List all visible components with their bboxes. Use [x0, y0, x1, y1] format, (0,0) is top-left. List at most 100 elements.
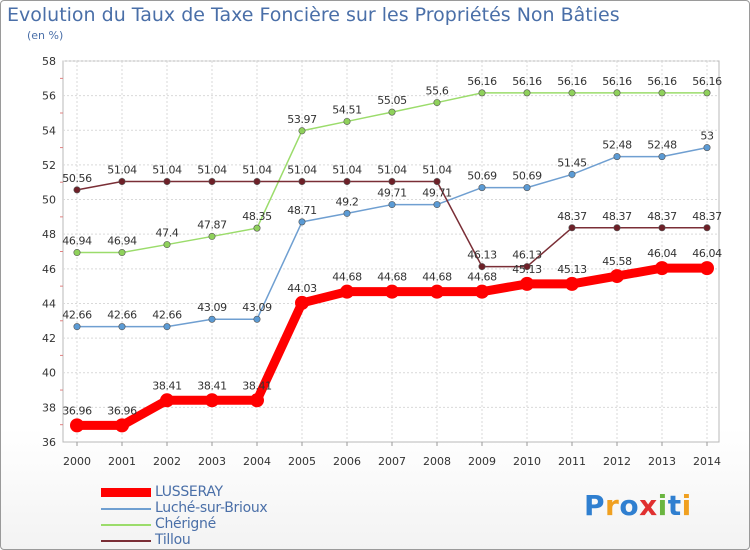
data-label: 55.05: [377, 94, 407, 107]
data-label: 36.96: [62, 404, 92, 417]
legend-swatch: [101, 508, 151, 510]
data-label: 51.04: [242, 164, 272, 177]
data-point: [523, 263, 531, 271]
data-label: 51.04: [287, 164, 317, 177]
data-label: 43.09: [197, 301, 227, 314]
data-label: 51.04: [332, 164, 362, 177]
x-tick-label: 2013: [648, 455, 676, 468]
data-label: 55.6: [426, 85, 449, 98]
data-point: [253, 315, 261, 323]
data-label: 42.66: [152, 309, 182, 322]
data-point: [160, 393, 174, 408]
data-point: [163, 323, 171, 331]
data-point: [568, 224, 576, 232]
y-tick-label: 48: [42, 228, 56, 241]
data-label: 50.69: [467, 170, 497, 183]
data-point: [433, 178, 441, 186]
data-point: [613, 89, 621, 97]
data-label: 38.41: [242, 379, 272, 392]
data-point: [565, 276, 579, 291]
data-point: [523, 184, 531, 192]
data-point: [703, 89, 711, 97]
data-point: [385, 284, 399, 299]
data-point: [613, 224, 621, 232]
data-point: [118, 178, 126, 186]
data-label: 46.94: [107, 235, 137, 248]
logo-letter: i: [657, 489, 668, 522]
data-point: [208, 315, 216, 323]
data-label: 56.16: [647, 75, 677, 88]
x-tick-label: 2006: [333, 455, 361, 468]
data-label: 52.48: [647, 139, 677, 152]
data-point: [253, 178, 261, 186]
x-tick-label: 2010: [513, 455, 541, 468]
data-point: [208, 178, 216, 186]
data-label: 46.04: [692, 247, 722, 260]
y-tick-label: 54: [42, 124, 56, 137]
data-point: [343, 117, 351, 125]
data-label: 49.2: [336, 195, 359, 208]
data-point: [388, 108, 396, 116]
data-label: 47.87: [197, 218, 227, 231]
y-tick-label: 50: [42, 194, 56, 207]
data-point: [73, 249, 81, 257]
y-tick-label: 52: [42, 159, 56, 172]
data-label: 44.68: [377, 271, 407, 284]
data-label: 52.48: [602, 139, 632, 152]
data-point: [655, 261, 669, 276]
legend-label: LUSSERAY: [155, 484, 223, 500]
legend-label: Tillou: [155, 532, 191, 548]
data-label: 44.03: [287, 282, 317, 295]
data-label: 56.16: [557, 75, 587, 88]
data-point: [343, 209, 351, 217]
data-point: [208, 232, 216, 240]
data-label: 46.94: [62, 235, 92, 248]
x-tick-label: 2003: [198, 455, 226, 468]
x-tick-label: 2014: [693, 455, 721, 468]
data-label: 46.13: [467, 249, 497, 262]
data-label: 46.04: [647, 247, 677, 260]
logo-letter: i: [681, 489, 692, 522]
x-tick-label: 2004: [243, 455, 271, 468]
data-label: 36.96: [107, 404, 137, 417]
data-label: 56.16: [602, 75, 632, 88]
data-point: [253, 224, 261, 232]
data-label: 48.37: [557, 210, 587, 223]
data-label: 51.45: [557, 156, 587, 169]
x-tick-label: 2007: [378, 455, 406, 468]
y-tick-label: 36: [42, 436, 56, 449]
data-label: 44.68: [332, 271, 362, 284]
data-point: [295, 295, 309, 310]
data-point: [298, 218, 306, 226]
data-point: [118, 249, 126, 257]
data-label: 47.4: [156, 227, 179, 240]
y-tick-label: 42: [42, 332, 56, 345]
x-tick-label: 2012: [603, 455, 631, 468]
data-label: 50.69: [512, 170, 542, 183]
data-point: [433, 201, 441, 209]
y-tick-label: 56: [42, 90, 56, 103]
logo-letter: P: [584, 489, 606, 522]
data-label: 46.13: [512, 249, 542, 262]
data-point: [700, 261, 714, 276]
data-label: 43.09: [242, 301, 272, 314]
data-label: 50.56: [62, 172, 92, 185]
data-label: 38.41: [152, 379, 182, 392]
data-label: 48.35: [242, 210, 272, 223]
data-label: 54.51: [332, 103, 362, 116]
data-label: 38.41: [197, 379, 227, 392]
data-point: [298, 127, 306, 135]
chart-subtitle: (en %): [27, 29, 64, 42]
logo-letter: x: [639, 489, 658, 522]
data-label: 48.37: [602, 210, 632, 223]
data-point: [478, 184, 486, 192]
data-point: [340, 284, 354, 299]
data-label: 44.68: [467, 271, 497, 284]
data-label: 48.37: [692, 210, 722, 223]
logo-letter: o: [619, 489, 640, 522]
data-label: 44.68: [422, 271, 452, 284]
legend-swatch: [101, 488, 151, 497]
data-point: [163, 178, 171, 186]
data-point: [118, 323, 126, 331]
data-label: 51.04: [197, 164, 227, 177]
